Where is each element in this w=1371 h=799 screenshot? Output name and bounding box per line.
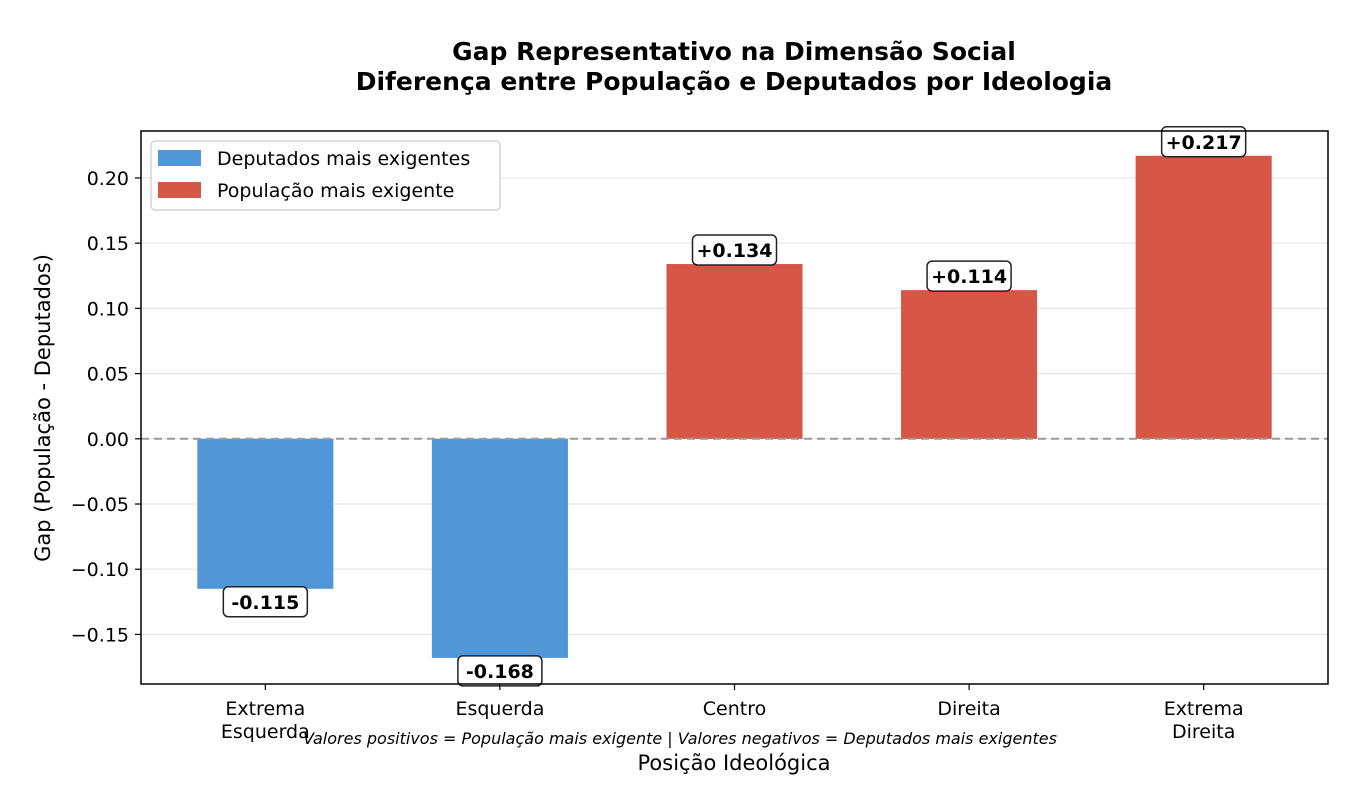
x-tick-label: Centro (703, 698, 766, 720)
legend-swatch-negative (158, 150, 201, 166)
bar (197, 438, 334, 589)
data-label-box (691, 234, 778, 266)
data-label-box (222, 586, 309, 618)
bar (431, 438, 568, 658)
y-tick-label: 0.15 (87, 233, 129, 255)
data-label: -0.115 (231, 592, 299, 614)
legend-swatch-positive (158, 182, 201, 198)
data-label: +0.134 (696, 240, 772, 262)
legend: Deputados mais exigentes População mais … (150, 140, 501, 211)
data-label: -0.168 (466, 661, 534, 683)
y-tick-label: −0.15 (71, 624, 129, 646)
x-tick-label: Direita (937, 698, 1000, 720)
bar (901, 290, 1038, 439)
legend-label-positive: População mais exigente (217, 180, 454, 202)
bar (1135, 155, 1272, 439)
chart-title: Gap Representativo na Dimensão Social (452, 37, 1016, 66)
x-axis-label: Posição Ideológica (637, 751, 830, 775)
footnote: Valores positivos = População mais exige… (303, 729, 1057, 748)
y-tick-label: 0.10 (87, 298, 129, 320)
data-label-box (926, 260, 1012, 292)
x-tick-label: Esquerda (455, 698, 544, 720)
legend-box (150, 140, 501, 211)
chart-subtitle: Diferença entre População e Deputados po… (356, 67, 1113, 96)
data-label-box (1160, 126, 1247, 158)
y-tick-label: −0.05 (71, 494, 129, 516)
x-tick-label: Extrema Esquerda (221, 698, 310, 743)
x-tick-label: Extrema Direita (1164, 698, 1244, 743)
y-tick-label: 0.00 (87, 429, 129, 451)
data-label: +0.114 (931, 266, 1007, 288)
data-label: +0.217 (1166, 132, 1242, 154)
legend-label-negative: Deputados mais exigentes (217, 148, 470, 170)
y-axis-label: Gap (População - Deputados) (31, 254, 55, 562)
y-tick-label: 0.05 (87, 364, 129, 386)
y-tick-label: 0.20 (87, 168, 129, 190)
bar (666, 264, 803, 439)
y-tick-label: −0.10 (71, 559, 129, 581)
